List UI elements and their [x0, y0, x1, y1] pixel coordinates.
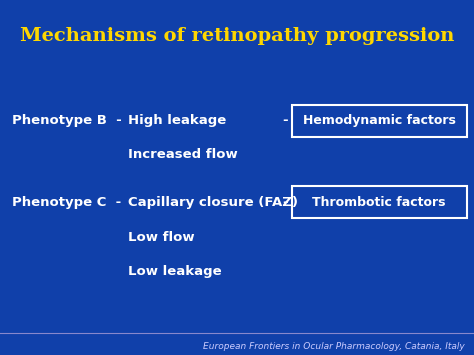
Text: Phenotype C  -: Phenotype C -: [12, 196, 121, 209]
Text: Low leakage: Low leakage: [128, 265, 222, 278]
FancyBboxPatch shape: [292, 186, 467, 218]
Text: European Frontiers in Ocular Pharmacology, Catania, Italy: European Frontiers in Ocular Pharmacolog…: [203, 342, 465, 351]
Text: -: -: [282, 114, 288, 127]
Text: Thrombotic factors: Thrombotic factors: [312, 196, 446, 209]
Text: High leakage: High leakage: [128, 114, 226, 127]
Text: Capillary closure (FAZ): Capillary closure (FAZ): [128, 196, 298, 209]
Text: Phenotype B  -: Phenotype B -: [12, 114, 122, 127]
FancyBboxPatch shape: [292, 105, 467, 137]
Text: Increased flow: Increased flow: [128, 148, 238, 161]
Text: -: -: [282, 196, 288, 209]
Text: Hemodynamic factors: Hemodynamic factors: [303, 114, 456, 127]
Text: Mechanisms of retinopathy progression: Mechanisms of retinopathy progression: [20, 27, 454, 45]
Text: Low flow: Low flow: [128, 231, 195, 244]
